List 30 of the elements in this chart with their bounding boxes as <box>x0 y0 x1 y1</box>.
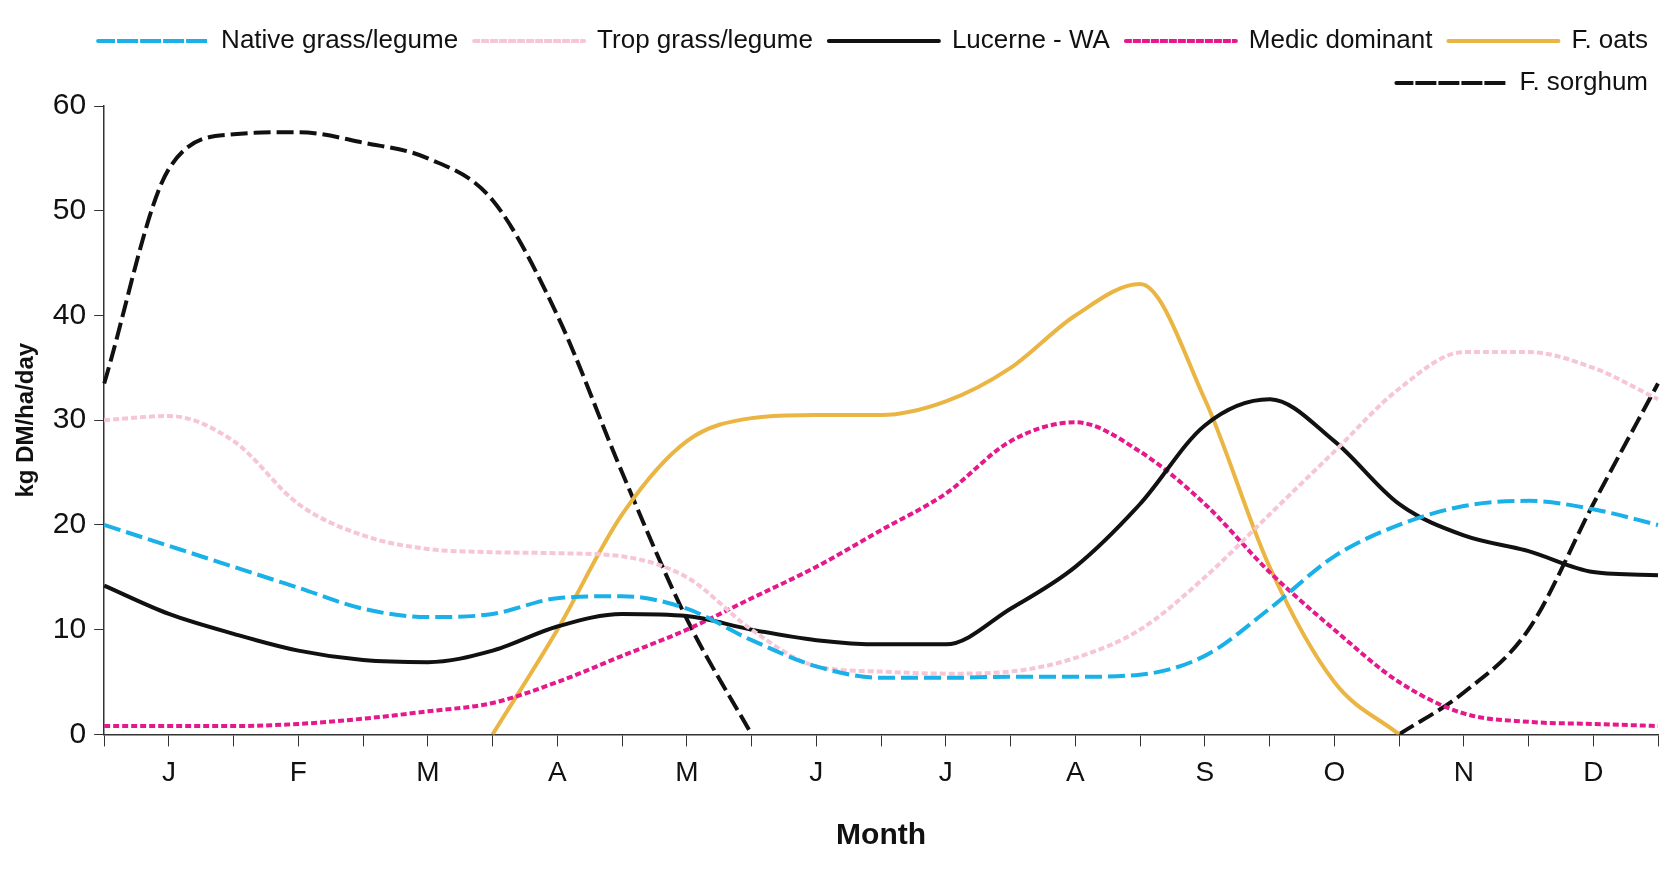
x-tick-label: M <box>675 755 699 787</box>
line-series <box>102 498 1660 680</box>
line-series <box>102 350 1660 676</box>
legend-label: F. oats <box>1571 24 1648 55</box>
y-tick-label: 0 <box>69 715 87 749</box>
y-tick-label: 30 <box>52 401 87 435</box>
y-tick-label: 20 <box>52 506 87 540</box>
legend-label: F. sorghum <box>1519 66 1649 97</box>
y-axis-title: kg DM/ha/day <box>11 342 39 498</box>
x-tick-label: J <box>809 755 824 787</box>
line-series <box>490 282 1402 735</box>
x-tick-label: M <box>416 755 440 787</box>
x-tick-label: A <box>548 755 568 787</box>
x-tick-label: J <box>938 755 953 787</box>
y-tick-label: 10 <box>52 610 87 644</box>
y-tick-label: 60 <box>52 87 87 121</box>
y-tick-label: 50 <box>52 192 87 225</box>
x-axis-title: Month <box>836 817 927 851</box>
x-tick-label: J <box>161 755 176 787</box>
x-tick-label: D <box>1583 755 1604 787</box>
legend-label: Trop grass/legume <box>597 24 813 55</box>
x-tick-label: F <box>289 755 307 787</box>
y-tick-label: 40 <box>52 296 87 330</box>
x-tick-label: A <box>1065 755 1085 787</box>
legend-label: Medic dominant <box>1248 24 1434 55</box>
legend-label: Lucerne - WA <box>951 24 1111 55</box>
x-tick-label: N <box>1453 755 1474 787</box>
legend-label: Native grass/legume <box>221 24 459 55</box>
x-tick-label: S <box>1195 755 1215 787</box>
x-tick-label: O <box>1323 755 1346 787</box>
